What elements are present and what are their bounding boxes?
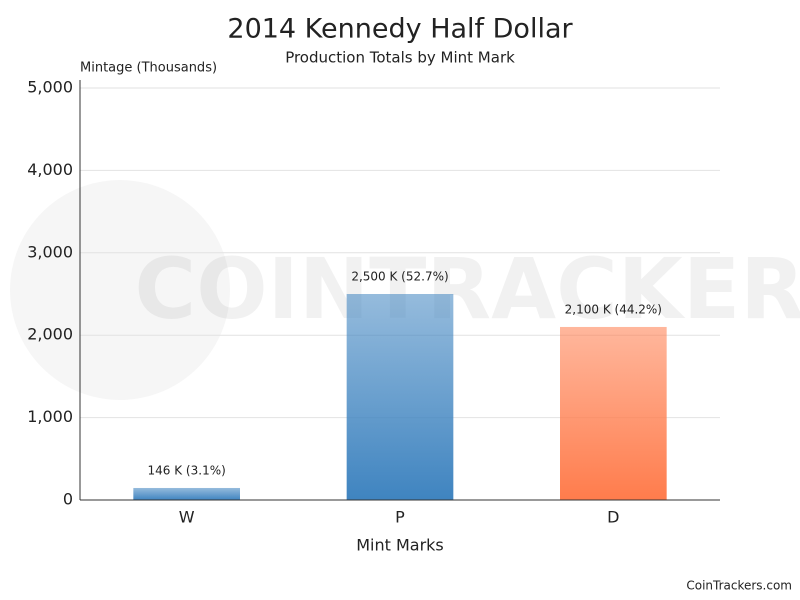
x-tick-label: W	[179, 508, 195, 527]
y-tick-label: 4,000	[27, 160, 73, 179]
bar	[560, 326, 667, 500]
chart-title: 2014 Kennedy Half Dollar	[227, 14, 573, 45]
y-tick-label: 2,000	[27, 325, 73, 344]
x-tick-label: P	[395, 508, 405, 527]
y-tick-label: 5,000	[27, 78, 73, 97]
footer: CoinTrackers.com	[686, 579, 792, 593]
y-axis-label: Mintage (Thousands)	[80, 61, 217, 76]
y-tick-label: 3,000	[27, 242, 73, 261]
watermark: COINTRACKERS	[135, 240, 800, 338]
bar	[133, 487, 240, 500]
data-label: 146 K (3.1%)	[148, 463, 226, 477]
bar	[346, 294, 454, 500]
data-label: 2,500 K (52.7%)	[351, 270, 448, 284]
chart-subtitle: Production Totals by Mint Mark	[285, 49, 515, 67]
grid: 0 1,000 2,000 3,000 4,000 5,000	[27, 78, 720, 509]
x-axis-label: Mint Marks	[356, 536, 444, 555]
x-tick-label: D	[607, 508, 619, 527]
y-tick-label: 0	[63, 490, 73, 509]
watermark-logo	[10, 180, 230, 400]
data-label: 2,100 K (44.2%)	[565, 302, 662, 316]
y-tick-label: 1,000	[27, 407, 73, 426]
plot: W 146 K (3.1%) P 2,500 K (52.7%) D 2,100 K (4…	[133, 270, 667, 527]
